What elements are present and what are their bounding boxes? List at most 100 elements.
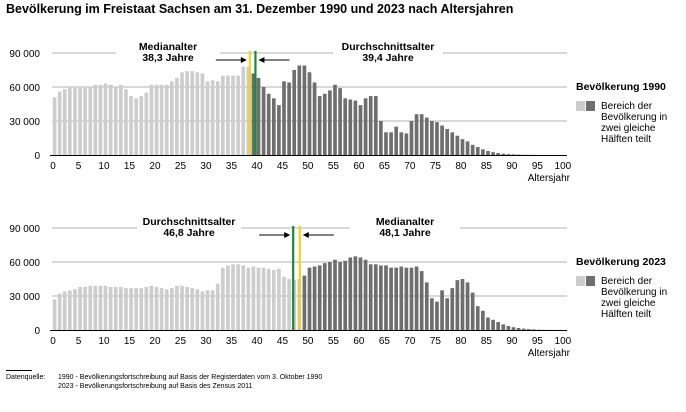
x-tick-label: 35	[226, 161, 238, 172]
mean-annotation-value: 46,8 Jahre	[163, 227, 215, 239]
bar-age-47	[292, 70, 297, 155]
bar-age-18	[144, 286, 149, 330]
bar-age-88	[501, 153, 506, 155]
bar-age-9	[98, 84, 103, 155]
x-tick-label: 30	[200, 161, 212, 172]
x-tick-label: 60	[353, 161, 365, 172]
bar-age-51	[312, 266, 317, 330]
bar-age-49	[302, 275, 307, 330]
bar-age-35	[231, 75, 235, 155]
x-axis-label: Altersjahr	[528, 348, 571, 359]
y-tick-label: 60 000	[9, 83, 40, 94]
x-tick-label: 100	[555, 336, 572, 347]
bar-age-0	[52, 299, 57, 330]
bar-age-12	[113, 87, 118, 155]
bar-age-27	[190, 71, 195, 155]
bar-age-79	[455, 135, 460, 155]
bar-age-37	[241, 265, 246, 330]
x-tick-label: 80	[455, 161, 467, 172]
bar-age-89	[506, 326, 511, 330]
median-annotation-value: 38,3 Jahre	[142, 52, 194, 64]
y-tick-label: 60 000	[9, 258, 40, 269]
bar-age-35	[231, 264, 235, 330]
bar-age-19	[149, 285, 154, 330]
bar-age-24	[175, 77, 179, 155]
bar-age-19	[149, 84, 154, 155]
bar-age-74	[430, 298, 434, 330]
x-tick-label: 45	[277, 336, 289, 347]
x-tick-label: 80	[455, 336, 467, 347]
bar-age-41	[261, 267, 266, 330]
bar-age-39	[251, 266, 256, 330]
bar-age-76	[440, 290, 444, 330]
bar-age-60	[358, 257, 363, 330]
bar-age-0	[52, 97, 57, 155]
bar-age-94	[532, 329, 536, 330]
bar-age-2	[62, 291, 67, 330]
bar-age-14	[124, 89, 128, 155]
chart-2023: 0 30 000 60 000 90 000 0 5 10 15 20 25 30 35 40 45 50 5…	[9, 214, 667, 359]
bar-age-76	[440, 125, 444, 155]
bar-age-71	[414, 114, 419, 155]
bar-age-74	[430, 121, 434, 155]
bar-age-45	[282, 276, 286, 330]
legend-label-line: zwei gleiche	[601, 123, 656, 134]
bar-age-84	[481, 149, 485, 155]
bar-age-72	[419, 114, 424, 155]
y-tick-label: 30 000	[9, 292, 40, 303]
bar-age-29	[200, 291, 205, 330]
bar-age-57	[343, 260, 348, 330]
bar-age-6	[83, 88, 87, 155]
x-tick-label: 95	[532, 161, 544, 172]
bar-age-60	[358, 105, 363, 155]
bar-age-25	[180, 72, 184, 155]
bar-age-72	[419, 271, 424, 330]
x-tick-label: 15	[124, 161, 136, 172]
bar-age-54	[328, 90, 332, 155]
bar-age-18	[144, 92, 149, 155]
bar-age-42	[266, 268, 271, 330]
bar-age-45	[282, 81, 286, 155]
bar-age-32	[215, 283, 220, 330]
bar-age-69	[404, 133, 409, 155]
bar-age-44	[277, 105, 281, 155]
bar-age-80	[460, 139, 465, 155]
bar-age-56	[338, 262, 342, 330]
bar-age-25	[180, 285, 184, 330]
bar-age-73	[424, 117, 429, 155]
bar-age-66	[389, 132, 393, 155]
bar-age-48	[297, 65, 302, 155]
legend-swatch-dark	[586, 276, 595, 286]
bar-age-46	[287, 82, 291, 155]
bar-age-30	[205, 81, 210, 155]
bar-age-67	[394, 267, 399, 330]
bar-age-70	[409, 267, 414, 330]
bar-age-40	[256, 267, 261, 330]
mean-annotation-title: Durchschnittsalter	[342, 41, 435, 53]
x-tick-label: 30	[200, 336, 212, 347]
legend-swatch-light	[576, 101, 585, 111]
bar-age-63	[373, 264, 378, 330]
bar-age-53	[322, 263, 327, 330]
bar-age-1	[57, 91, 62, 155]
bar-age-57	[343, 98, 348, 155]
source-label: Datenquelle:	[6, 374, 46, 381]
bar-age-54	[328, 262, 332, 330]
bar-age-58	[348, 257, 353, 330]
source-line-2: 2023 - Bevölkerungsfortschreibung auf Ba…	[6, 383, 252, 390]
left-arrow-head	[240, 57, 247, 63]
source-rule	[6, 370, 32, 371]
x-tick-label: 15	[124, 336, 136, 347]
bar-age-59	[353, 100, 358, 155]
y-tick-label: 90 000	[9, 224, 40, 235]
bar-age-12	[113, 286, 118, 330]
bar-age-13	[119, 84, 123, 155]
x-tick-label: 10	[98, 161, 110, 172]
bar-age-73	[424, 282, 429, 330]
x-tick-label: 95	[532, 336, 544, 347]
bar-age-7	[88, 87, 93, 155]
bar-age-14	[124, 288, 128, 330]
bar-age-68	[399, 266, 404, 330]
bar-age-50	[307, 267, 312, 330]
bar-age-29	[200, 73, 205, 155]
